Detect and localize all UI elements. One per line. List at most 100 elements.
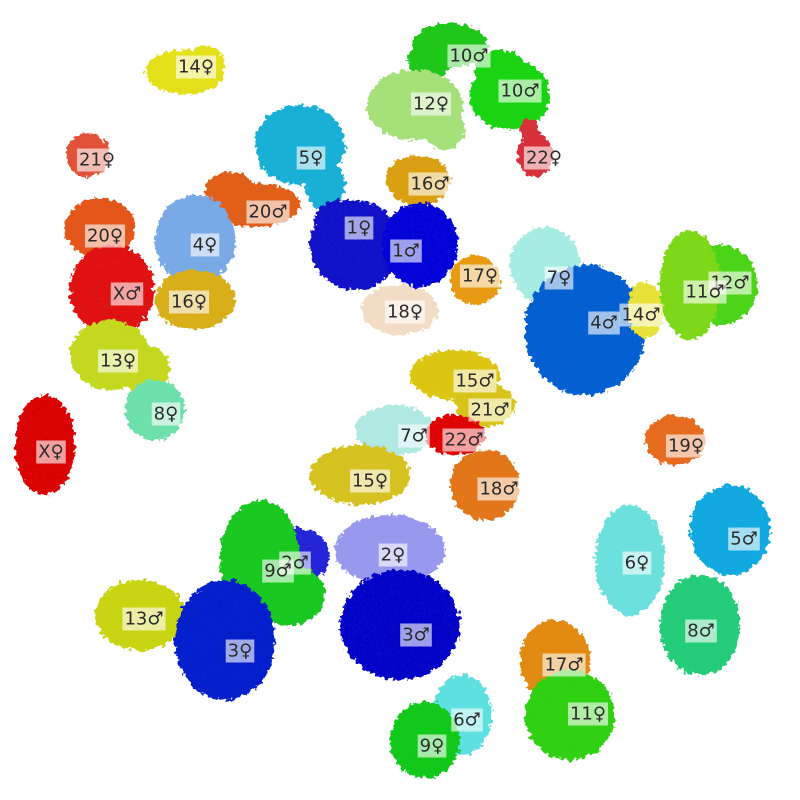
territory-label-backdrop	[523, 146, 565, 170]
territory-blob	[525, 290, 575, 350]
territory-label-text: 12♀	[413, 94, 449, 115]
territory-label-text: 20♀	[87, 226, 123, 247]
territory-label-text: 7♀	[547, 268, 572, 289]
territory-label: 22♀	[523, 146, 565, 170]
territory-blob	[520, 118, 540, 142]
territory-label: X♂	[110, 282, 144, 306]
territory-label: 13♂	[122, 607, 166, 631]
territory-label-backdrop	[76, 148, 118, 172]
territory-label-backdrop	[296, 146, 326, 170]
territory-label-backdrop	[262, 559, 294, 583]
territory-label: 17♂	[542, 653, 586, 677]
territory-label: 22♂	[442, 428, 486, 452]
territory-label-backdrop	[447, 44, 491, 68]
territory-label: 8♀	[151, 402, 181, 426]
territory-label-text: 6♀	[625, 553, 650, 574]
territory-label: 5♀	[296, 146, 326, 170]
territory-label: 10♂	[498, 79, 542, 103]
territory-label-backdrop	[378, 543, 408, 567]
territory-label-backdrop	[567, 702, 609, 726]
territory-blob	[205, 172, 255, 208]
territory-label-backdrop	[110, 282, 144, 306]
territory-label: 12♀	[410, 92, 452, 116]
territory-label-backdrop	[349, 469, 391, 493]
territory-label-backdrop	[175, 55, 217, 79]
territory-label-backdrop	[151, 402, 181, 426]
territory-label-text: 13♀	[100, 351, 136, 372]
territory-label: 5♂	[728, 527, 760, 551]
territory-label: 11♀	[567, 702, 609, 726]
territory-label-text: 6♂	[453, 710, 481, 731]
territory-label-text: X♂	[113, 284, 141, 305]
territory-label-backdrop	[685, 619, 717, 643]
territory-label-text: 21♀	[79, 150, 115, 171]
territory-label-backdrop	[588, 311, 620, 335]
territory-label: 9♂	[262, 559, 294, 583]
territory-label-text: 22♀	[526, 148, 562, 169]
territory-label-backdrop	[84, 224, 126, 248]
chromosome-territory	[340, 570, 460, 680]
territory-label-text: 9♂	[264, 561, 292, 582]
territory-label-backdrop	[498, 79, 542, 103]
territory-label: 21♀	[76, 148, 118, 172]
territory-label: 3♀	[225, 639, 255, 663]
territory-label: 14♂	[619, 303, 663, 327]
territory-label-text: 16♂	[410, 174, 449, 195]
territory-label-text: 5♀	[299, 148, 324, 169]
territory-label-backdrop	[622, 551, 652, 575]
chromosome-territory	[525, 265, 645, 395]
territory-label: 18♂	[477, 477, 521, 501]
territory-label-text: 10♂	[449, 46, 488, 67]
territory-label: 20♂	[246, 200, 290, 224]
territory-label-backdrop	[122, 607, 166, 631]
territory-label-backdrop	[417, 734, 447, 758]
territory-label-text: 14♂	[621, 305, 660, 326]
territory-label-text: 19♀	[668, 436, 704, 457]
territory-label-text: 20♂	[248, 202, 287, 223]
territory-label-text: 2♀	[381, 545, 406, 566]
territory-label: 7♂	[398, 424, 430, 448]
territory-label-backdrop	[544, 266, 574, 290]
territory-label-backdrop	[451, 708, 483, 732]
territory-label-text: 18♀	[387, 302, 423, 323]
territory-label-text: 4♂	[590, 313, 618, 334]
territory-label-backdrop	[442, 428, 486, 452]
territory-label-backdrop	[468, 398, 512, 422]
territory-blob	[340, 570, 460, 680]
territory-label-backdrop	[410, 92, 452, 116]
territory-label-text: 7♂	[400, 426, 428, 447]
territory-label: 6♀	[622, 551, 652, 575]
territory-label-text: 17♀	[462, 266, 498, 287]
territory-label-text: 8♂	[687, 621, 715, 642]
territory-label: 14♀	[175, 55, 217, 79]
territory-label-backdrop	[36, 440, 66, 464]
chromosome-territory	[175, 580, 275, 700]
territory-label-backdrop	[344, 216, 374, 240]
territory-label-backdrop	[398, 424, 430, 448]
territory-label-backdrop	[390, 239, 422, 263]
territory-label-text: 17♂	[544, 655, 583, 676]
territory-label-backdrop	[97, 349, 139, 373]
territory-blob	[175, 580, 275, 700]
territory-label-backdrop	[542, 653, 586, 677]
territory-label-backdrop	[384, 300, 426, 324]
territory-label: 1♂	[390, 239, 422, 263]
territory-label: 4♂	[588, 311, 620, 335]
territory-label-text: 18♂	[479, 479, 518, 500]
territory-label: 18♀	[384, 300, 426, 324]
territory-label-backdrop	[400, 623, 432, 647]
territory-label-text: 14♀	[178, 57, 214, 78]
territory-blob	[408, 42, 452, 78]
territory-label-text: 5♂	[730, 529, 758, 550]
territory-label: 17♀	[459, 264, 501, 288]
territory-label-text: 1♂	[392, 241, 420, 262]
territory-label-backdrop	[728, 527, 760, 551]
territory-blob	[425, 110, 465, 150]
territory-label-text: 3♂	[402, 625, 430, 646]
territory-label: 7♀	[544, 266, 574, 290]
territory-label-backdrop	[453, 369, 497, 393]
territory-label-text: 4♀	[193, 235, 218, 256]
territory-label-text: 13♂	[124, 609, 163, 630]
territory-label: 16♂	[408, 172, 452, 196]
territory-label-text: 3♀	[228, 641, 253, 662]
